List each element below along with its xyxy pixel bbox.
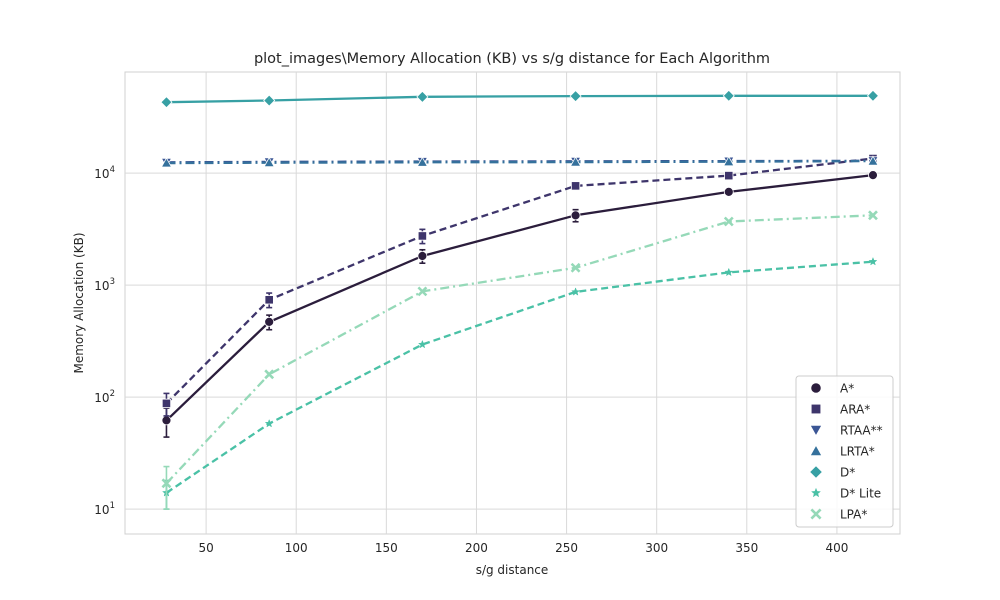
x-axis-title: s/g distance: [476, 563, 549, 577]
series-lrta--group: [160, 155, 879, 168]
data-point: [867, 155, 879, 166]
data-point: [723, 155, 735, 167]
data-point: [868, 170, 878, 181]
data-point: [263, 94, 276, 107]
x-tick-label: 150: [375, 541, 398, 555]
data-point: [417, 231, 427, 241]
series-d--group: [160, 89, 880, 109]
data-point: [263, 156, 275, 168]
x-tick-label: 300: [645, 541, 668, 555]
legend-label: D* Lite: [840, 487, 881, 501]
data-point: [724, 267, 734, 277]
x-tick-label: 100: [285, 541, 308, 555]
data-point: [160, 96, 173, 109]
data-point: [264, 418, 274, 428]
data-point: [160, 157, 173, 168]
data-point: [722, 89, 735, 102]
legend: A* ARA* RTAA** LRTA* D* D* Lite LPA*: [795, 375, 894, 528]
x-tick-label: 400: [825, 541, 848, 555]
y-tick-label: 103: [94, 277, 115, 293]
x-tick-label: 50: [198, 541, 213, 555]
ticks: 50 100 150 200 250 300 350 400 101 102 103 104: [94, 165, 848, 555]
data-point: [161, 478, 172, 489]
legend-marker: [810, 382, 822, 394]
chart-title: plot_images\Memory Allocation (KB) vs s/…: [254, 51, 770, 67]
data-point: [417, 286, 428, 297]
legend-label: A*: [840, 382, 854, 396]
data-point: [264, 316, 275, 327]
data-point: [417, 251, 428, 261]
legend-label: D*: [840, 466, 855, 480]
data-point: [417, 339, 427, 349]
legend-marker: [809, 424, 823, 437]
data-point: [161, 415, 172, 426]
series-line: [165, 214, 874, 485]
data-point: [416, 90, 429, 103]
series-line: [166, 94, 873, 104]
legend-marker: [809, 444, 823, 457]
legend-label: LPA*: [840, 508, 867, 522]
legend-marker: [810, 403, 822, 415]
data-point: [264, 369, 275, 380]
data-point: [570, 210, 581, 221]
x-tick-label: 250: [555, 541, 578, 555]
plot-area: [124, 71, 901, 535]
legend-label: LRTA*: [840, 445, 875, 459]
data-point: [571, 287, 581, 296]
data-point: [724, 171, 734, 181]
y-tick-label: 102: [94, 389, 115, 405]
data-point: [570, 262, 581, 273]
series-lpa--group: [161, 210, 878, 510]
data-point: [416, 156, 429, 167]
y-tick-label: 101: [94, 501, 115, 517]
data-point: [866, 89, 880, 102]
legend-marker: [810, 487, 822, 498]
legend-marker: [810, 508, 822, 520]
x-tick-label: 350: [735, 541, 758, 555]
data-point: [569, 90, 582, 103]
series-line: [165, 260, 874, 494]
series-line: [165, 173, 874, 422]
legend-marker: [809, 465, 823, 479]
x-tick-label: 200: [465, 541, 488, 555]
legend-label: RTAA**: [840, 424, 883, 438]
y-axis-title: Memory Allocation (KB): [72, 232, 86, 373]
data-point: [161, 398, 172, 408]
data-point: [569, 156, 582, 167]
series-line: [165, 157, 874, 405]
data-point: [570, 181, 581, 191]
legend-label: ARA*: [840, 403, 870, 417]
y-tick-label: 104: [94, 165, 115, 181]
data-point: [868, 210, 878, 221]
series-layer: [160, 89, 880, 510]
grid: [125, 72, 900, 534]
data-point: [723, 187, 734, 197]
data-point: [723, 216, 734, 227]
data-point: [264, 295, 274, 305]
data-point: [868, 256, 878, 266]
